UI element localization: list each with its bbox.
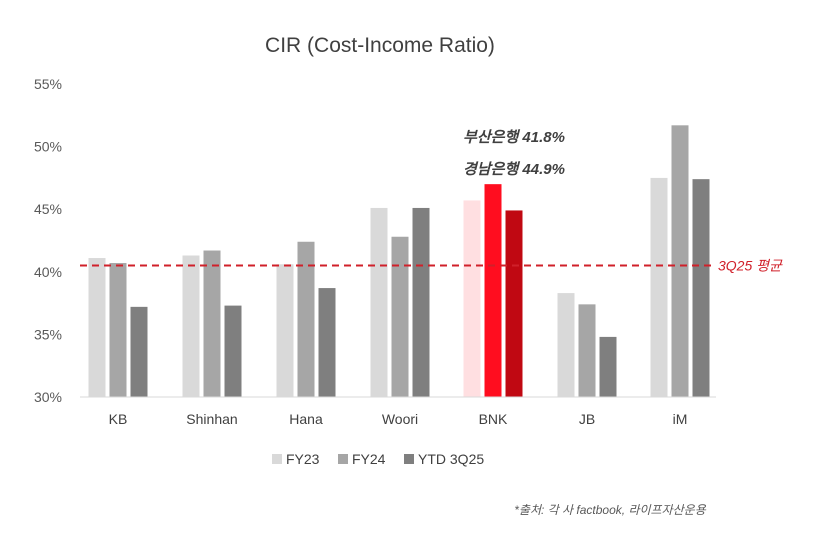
bar-im-fy24 [671, 125, 689, 397]
x-tick-label: JB [579, 411, 595, 427]
bar-jb-ytd-3q25 [599, 336, 617, 397]
bar-jb-fy23 [557, 293, 575, 397]
bar-kb-ytd-3q25 [130, 306, 148, 397]
chart-title: CIR (Cost-Income Ratio) [265, 34, 495, 57]
bar-shinhan-ytd-3q25 [224, 305, 242, 397]
y-tick-label: 45% [34, 201, 62, 217]
bar-shinhan-fy23 [182, 255, 200, 397]
y-tick-label: 30% [34, 389, 62, 405]
bar-shinhan-fy24 [203, 250, 221, 397]
legend-label: FY23 [286, 451, 320, 467]
x-tick-label: Shinhan [186, 411, 237, 427]
annotation-busan: 부산은행 41.8% [463, 129, 565, 146]
x-tick-label: Woori [382, 411, 418, 427]
x-tick-label: KB [109, 411, 128, 427]
bar-kb-fy24 [109, 263, 127, 397]
bar-im-fy23 [650, 177, 668, 397]
y-tick-label: 35% [34, 326, 62, 342]
bar-hana-fy24 [297, 241, 315, 397]
bar-bnk-ytd-3q25 [505, 210, 523, 397]
bar-woori-ytd-3q25 [412, 207, 430, 397]
bar-hana-fy23 [276, 264, 294, 397]
legend-label: YTD 3Q25 [418, 451, 484, 467]
y-tick-label: 40% [34, 264, 62, 280]
bar-hana-ytd-3q25 [318, 288, 336, 397]
average-line-label: 3Q25 평균 [718, 258, 783, 274]
bar-woori-fy23 [370, 207, 388, 397]
legend-swatch [404, 454, 414, 464]
bar-bnk-fy23 [463, 200, 481, 397]
bar-bnk-fy24 [484, 184, 502, 397]
legend-swatch [272, 454, 282, 464]
y-tick-label: 55% [34, 76, 62, 92]
bar-woori-fy24 [391, 236, 409, 397]
bar-kb-fy23 [88, 258, 106, 397]
y-tick-label: 50% [34, 139, 62, 155]
legend-swatch [338, 454, 348, 464]
x-tick-label: Hana [289, 411, 323, 427]
source-note: *출처: 각 사 factbook, 라이프자산운용 [514, 503, 706, 517]
x-tick-label: iM [673, 411, 688, 427]
x-tick-label: BNK [479, 411, 508, 427]
annotation-gyeongnam: 경남은행 44.9% [463, 161, 565, 178]
bar-jb-fy24 [578, 304, 596, 397]
legend-label: FY24 [352, 451, 386, 467]
bar-im-ytd-3q25 [692, 179, 710, 397]
